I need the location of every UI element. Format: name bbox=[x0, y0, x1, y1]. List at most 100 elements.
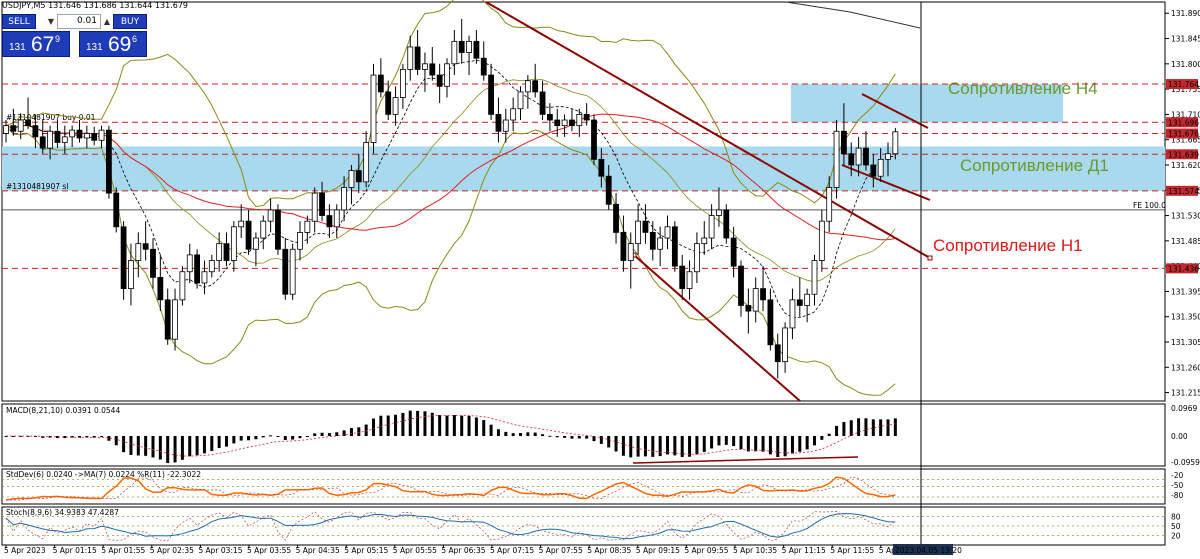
macd-bar bbox=[526, 432, 530, 436]
y-tick-label: 131.485 bbox=[1171, 237, 1200, 246]
candle-body bbox=[106, 129, 112, 194]
macd-divergence-line bbox=[632, 456, 859, 464]
candle-body bbox=[275, 209, 281, 250]
candle-body bbox=[186, 254, 193, 273]
stoch-tick: 50 bbox=[1171, 522, 1181, 531]
macd-bar bbox=[70, 436, 74, 438]
candle-body bbox=[561, 119, 568, 127]
price-tag-label: 131.436 bbox=[1168, 264, 1199, 273]
price-tag bbox=[1166, 79, 1198, 90]
x-tick-label: 5 Apr 11:15 bbox=[782, 546, 826, 555]
candle-body bbox=[782, 327, 788, 363]
macd-tick: -0.0959 bbox=[1171, 458, 1200, 467]
candle-body bbox=[745, 305, 752, 312]
macd-bar bbox=[423, 411, 427, 436]
macd-bar bbox=[11, 436, 15, 437]
candle-body bbox=[642, 220, 649, 233]
one-click-trade-panel[interactable]: USDJPY,M5 131.646 131.686 131.644 131.67… bbox=[2, 1, 188, 59]
candle-body bbox=[510, 108, 517, 121]
small-channel-upper bbox=[861, 93, 929, 129]
price-tag bbox=[1166, 117, 1198, 128]
bollinger-mid bbox=[5, 78, 896, 283]
price-tag bbox=[1166, 263, 1198, 274]
macd-bar bbox=[335, 432, 339, 436]
zone-label-h4: Сопротивление H4 bbox=[948, 79, 1098, 98]
macd-bar bbox=[122, 436, 126, 453]
candle-body bbox=[605, 175, 612, 205]
macd-bar bbox=[78, 436, 81, 438]
x-tick-label: 5 Apr 04:35 bbox=[296, 546, 340, 555]
macd-bar bbox=[504, 431, 508, 436]
bollinger-lower bbox=[5, 125, 896, 396]
lot-size-input[interactable]: 0.01 bbox=[57, 14, 101, 29]
macd-bar bbox=[798, 436, 802, 452]
candle-body bbox=[855, 147, 862, 166]
candle-body bbox=[664, 226, 671, 239]
buy-button[interactable]: BUY bbox=[113, 14, 147, 29]
macd-bar bbox=[695, 436, 699, 455]
macd-bar bbox=[438, 415, 442, 436]
candle-body bbox=[877, 158, 884, 177]
macd-bar bbox=[768, 436, 772, 455]
ma-dashed bbox=[5, 59, 896, 318]
macd-bar bbox=[188, 436, 192, 457]
candle-body bbox=[407, 46, 414, 70]
price-tag-label: 131.574 bbox=[1168, 187, 1199, 196]
stoch-main bbox=[5, 513, 896, 540]
order-sl-label: #1310481907 sl bbox=[6, 182, 68, 191]
macd-bar bbox=[474, 417, 478, 436]
macd-bar bbox=[202, 436, 206, 454]
macd-bar bbox=[298, 436, 302, 439]
macd-bar bbox=[430, 412, 434, 436]
macd-bar bbox=[357, 427, 361, 436]
macd-bar bbox=[710, 436, 714, 449]
candle-body bbox=[789, 299, 796, 329]
y-tick-label: 131.305 bbox=[1171, 338, 1200, 347]
candle-body bbox=[627, 243, 634, 261]
macd-bar bbox=[607, 436, 611, 448]
ask-quote[interactable]: 131 69 6 bbox=[79, 31, 147, 57]
lot-increase-icon[interactable]: ▲ bbox=[103, 17, 111, 26]
candle-body bbox=[524, 80, 531, 93]
bid-quote[interactable]: 131 67 9 bbox=[2, 31, 70, 57]
macd-bar bbox=[166, 436, 170, 463]
candle-body bbox=[686, 271, 693, 290]
macd-bar bbox=[254, 436, 258, 440]
candle-body bbox=[708, 215, 715, 239]
candle-body bbox=[804, 293, 811, 306]
macd-bar bbox=[401, 412, 405, 436]
macd-bar bbox=[783, 436, 787, 457]
y-tick-label: 131.215 bbox=[1171, 389, 1200, 398]
candle-body bbox=[620, 232, 627, 261]
candle-body bbox=[260, 220, 267, 239]
sell-button[interactable]: SELL bbox=[2, 14, 36, 29]
stoch-tick: 20 bbox=[1171, 532, 1181, 541]
candle-body bbox=[172, 299, 178, 340]
y-tick-label: 131.530 bbox=[1171, 212, 1200, 221]
candle-body bbox=[194, 254, 201, 284]
macd-bar bbox=[636, 436, 640, 457]
candle-body bbox=[83, 133, 90, 139]
macd-bar bbox=[386, 415, 390, 436]
macd-bar bbox=[482, 420, 486, 436]
macd-bar bbox=[754, 436, 758, 452]
stddev-ma bbox=[6, 476, 896, 501]
macd-bar bbox=[489, 424, 493, 436]
stoch-tick: 80 bbox=[1171, 512, 1181, 521]
candle-body bbox=[841, 130, 847, 155]
candle-body bbox=[422, 63, 428, 70]
macd-bar bbox=[327, 433, 331, 436]
candle-body bbox=[583, 113, 590, 121]
candle-body bbox=[47, 130, 53, 149]
macd-bar bbox=[857, 418, 861, 436]
lot-decrease-icon[interactable]: ▼ bbox=[47, 17, 55, 26]
candle-body bbox=[311, 192, 318, 222]
candle-body bbox=[848, 153, 855, 166]
y-tick-label: 131.755 bbox=[1171, 85, 1200, 94]
candle-body bbox=[598, 158, 605, 177]
ask-price-pip: 6 bbox=[132, 34, 138, 44]
macd-bar bbox=[871, 419, 875, 436]
candle-body bbox=[201, 271, 208, 284]
macd-bar bbox=[739, 436, 743, 450]
